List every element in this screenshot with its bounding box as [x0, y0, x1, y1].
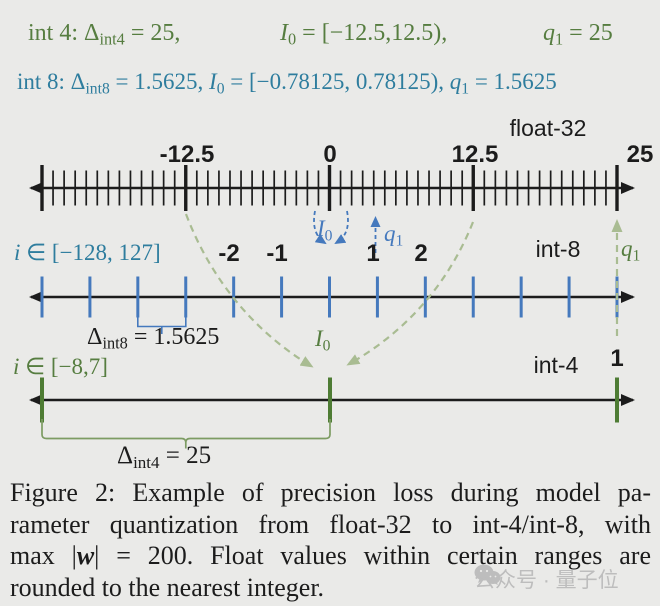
delta-int8-bracket [137, 317, 187, 334]
eq-int4-interval: I0 = [−12.5,12.5), [280, 20, 448, 49]
caption-line: rameter quantization from float-32 to in… [10, 509, 651, 539]
eq-int4-q1: q1 = 25 [543, 20, 613, 49]
int4-I0-label: I0 [315, 326, 331, 355]
watermark-text: 公众号 · 量子位 [474, 569, 619, 592]
int4-q1-label: q1 [621, 236, 641, 265]
watermark: 公众号 · 量子位 [474, 564, 619, 594]
float32-axis-name: float-32 [509, 115, 587, 141]
int8-tick-label: 2 [414, 240, 428, 267]
int8-tick-label: 1 [366, 240, 380, 267]
int4-axis-name: int-4 [533, 352, 579, 378]
caption-line: rounded to the nearest integer. [10, 572, 325, 602]
float32-tick-label: 12.5 [451, 141, 499, 168]
int8-range-label: i ∈ [−128, 127] [14, 240, 161, 265]
int8-tick-label: -2 [218, 240, 240, 267]
int8-axis-name: int-8 [535, 236, 581, 262]
eq-int8-line: int 8: Δint8 = 1.5625, I0 = [−0.78125, 0… [17, 69, 557, 98]
caption-line: max |w| = 200. Float values within certa… [10, 541, 651, 570]
float32-tick-label: -12.5 [159, 141, 215, 168]
delta-int8-label: Δint8 = 1.5625 [87, 324, 220, 353]
int4-right-tick-label: 1 [610, 345, 624, 372]
diagram-canvas [29, 165, 635, 449]
caption-line: Figure 2: Example of precision loss duri… [10, 478, 651, 507]
int8-I0-label: I0 [317, 216, 333, 245]
float32-tick-label: 25 [626, 141, 654, 168]
green-I0-curve-left [184, 213, 314, 368]
int4-ticks [40, 377, 619, 423]
delta-int4-label: Δint4 = 25 [117, 442, 212, 472]
float32-ticks [40, 165, 619, 211]
int8-tick-label: -1 [266, 240, 288, 267]
eq-int4-delta: int 4: Δint4 = 25, [28, 20, 181, 49]
figure-caption: Figure 2: Example of precision loss duri… [10, 477, 651, 603]
float32-tick-label: 0 [323, 141, 337, 168]
delta-int4-brace [41, 419, 331, 449]
blue-I0-curve-right [334, 210, 349, 245]
wechat-icon [474, 564, 501, 585]
int8-q1-label: q1 [384, 221, 404, 250]
int4-range-label: i ∈ [−8,7] [13, 354, 108, 379]
green-I0-curve-right [346, 221, 475, 366]
blue-I0-curve-left [313, 210, 327, 245]
